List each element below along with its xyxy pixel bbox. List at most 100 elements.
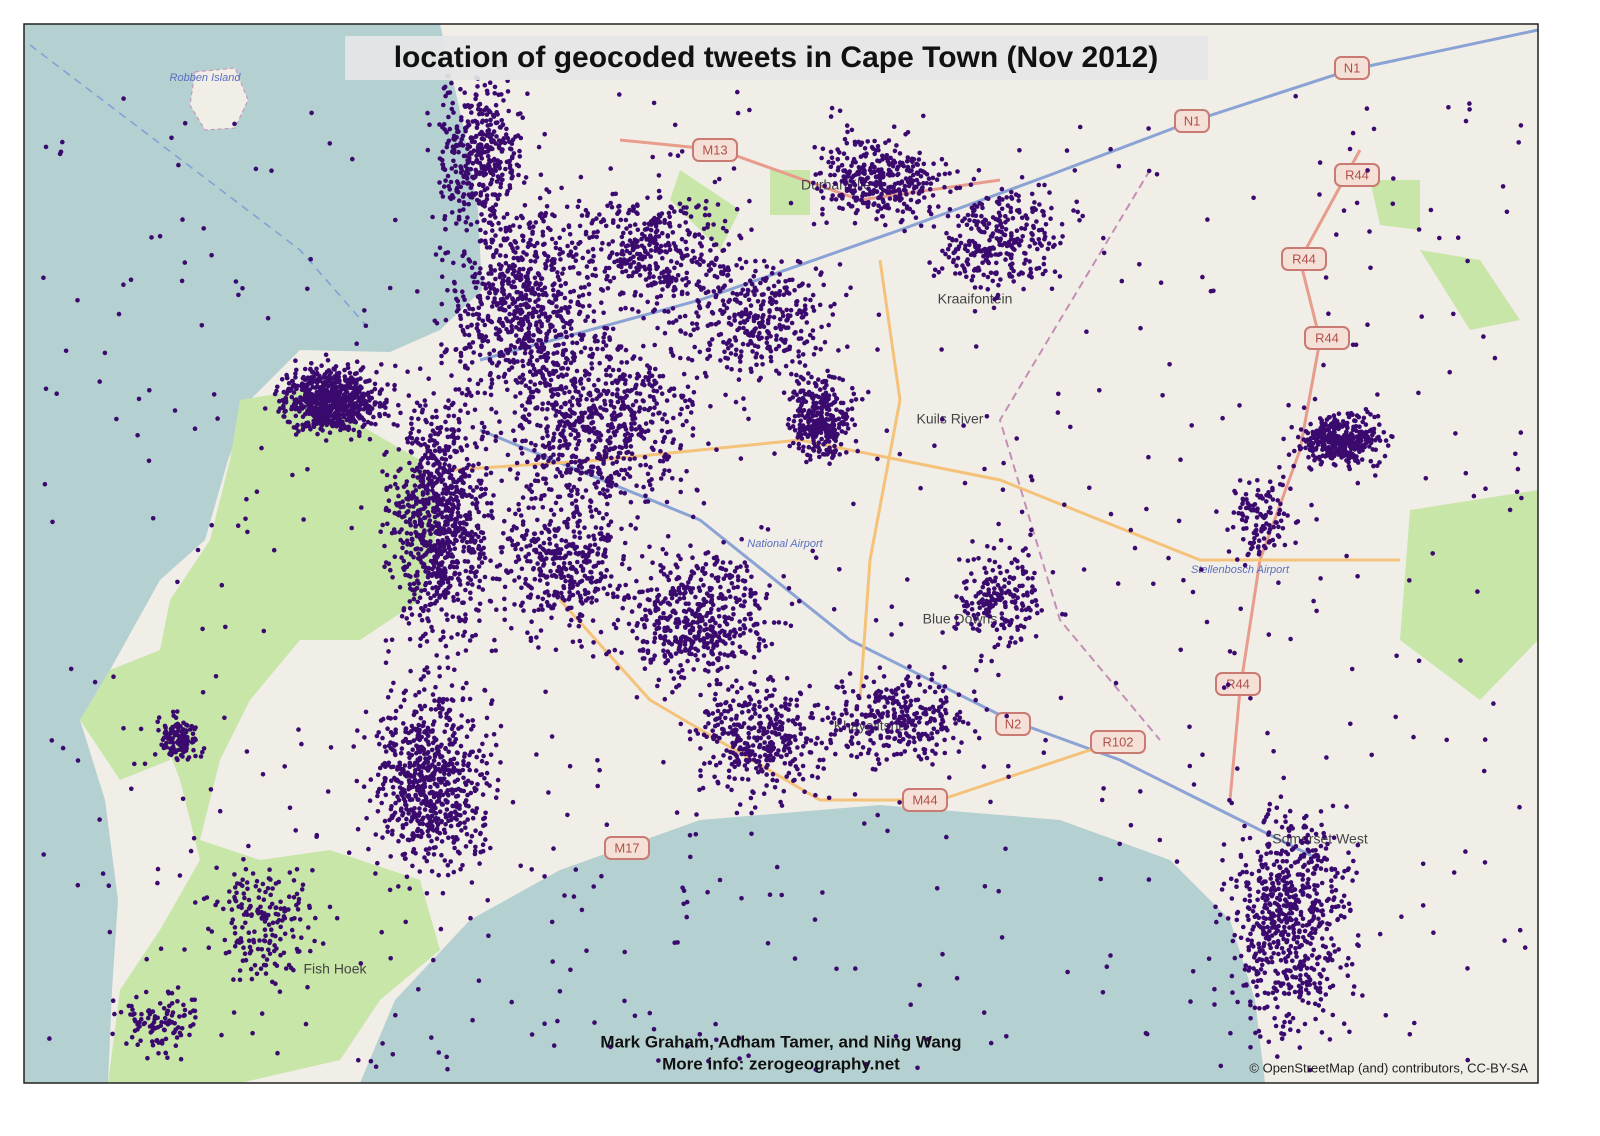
tweet-dot xyxy=(676,619,681,625)
tweet-dot xyxy=(646,370,652,376)
tweet-dot xyxy=(521,266,526,272)
tweet-dot xyxy=(423,403,428,408)
tweet-dot xyxy=(458,520,463,526)
tweet-dot xyxy=(545,318,551,323)
tweet-dot xyxy=(294,367,299,373)
tweet-dot xyxy=(680,422,686,428)
tweet-dot xyxy=(505,89,511,94)
tweet-dot xyxy=(493,410,499,415)
tweet-dot xyxy=(752,598,758,604)
tweet-dot xyxy=(293,425,299,430)
tweet-dot xyxy=(614,469,620,475)
tweet-dot xyxy=(487,80,493,85)
tweet-dot xyxy=(458,469,463,474)
tweet-dot xyxy=(460,327,466,333)
tweet-dot xyxy=(1003,213,1008,219)
tweet-dot xyxy=(447,565,453,570)
tweet-dot xyxy=(489,508,494,514)
tweet-dot xyxy=(355,394,361,400)
tweet-dot xyxy=(656,592,662,598)
tweet-dot xyxy=(511,312,517,317)
tweet-dot xyxy=(331,384,337,390)
tweet-dot xyxy=(1014,228,1020,233)
tweet-dot xyxy=(464,176,470,181)
tweet-dot xyxy=(551,310,556,315)
tweet-dot xyxy=(589,464,595,470)
tweet-dot xyxy=(840,377,846,383)
tweet-dot xyxy=(482,574,488,580)
tweet-dot xyxy=(649,587,654,593)
tweet-dot xyxy=(654,401,659,406)
tweet-dot xyxy=(660,547,666,552)
tweet-dot xyxy=(458,582,463,587)
road-shield xyxy=(902,788,948,812)
tweet-dot xyxy=(505,236,510,241)
tweet-dot xyxy=(458,350,464,356)
tweet-dot xyxy=(616,378,621,383)
tweet-dot xyxy=(473,272,478,277)
tweet-dot xyxy=(322,391,327,396)
tweet-dot xyxy=(505,350,511,356)
tweet-dot xyxy=(405,439,411,445)
tweet-dot xyxy=(291,390,297,395)
tweet-dot xyxy=(491,129,497,134)
tweet-dot xyxy=(1036,237,1042,242)
tweet-dot xyxy=(463,568,469,574)
tweet-dot xyxy=(430,628,435,634)
tweet-dot xyxy=(586,406,592,411)
tweet-dot xyxy=(496,220,501,226)
tweet-dot xyxy=(488,213,493,218)
tweet-dot xyxy=(834,407,839,413)
tweet-dot xyxy=(655,683,660,689)
tweet-dot xyxy=(400,514,405,520)
tweet-dot xyxy=(446,114,451,120)
tweet-dot xyxy=(970,274,976,279)
tweet-dot xyxy=(629,387,634,393)
tweet-dot xyxy=(972,285,978,290)
tweet-dot xyxy=(634,635,640,641)
tweet-dot xyxy=(972,240,978,246)
tweet-dot xyxy=(454,221,459,226)
tweet-dot xyxy=(559,419,565,424)
tweet-dot xyxy=(464,392,469,398)
tweet-dot xyxy=(688,543,693,548)
tweet-dot xyxy=(969,278,975,283)
tweet-dot xyxy=(484,245,490,250)
tweet-dot xyxy=(446,527,452,532)
tweet-dot xyxy=(474,485,480,490)
tweet-dot xyxy=(443,643,449,649)
tweet-dot xyxy=(310,369,316,375)
tweet-dot xyxy=(361,417,367,423)
tweet-dot xyxy=(649,487,655,492)
tweet-dot xyxy=(497,253,503,258)
tweet-dot xyxy=(415,511,421,517)
tweet-dot xyxy=(997,218,1002,223)
tweet-dot xyxy=(505,269,510,274)
tweet-dot xyxy=(459,117,464,123)
tweet-dot xyxy=(533,372,539,377)
tweet-dot xyxy=(720,560,726,565)
tweet-dot xyxy=(310,385,316,390)
tweet-dot xyxy=(483,446,489,452)
tweet-dot xyxy=(449,373,454,378)
tweet-dot xyxy=(466,257,472,262)
tweet-dot xyxy=(463,436,468,441)
tweet-dot xyxy=(611,405,617,410)
tweet-dot xyxy=(953,271,958,276)
tweet-dot xyxy=(515,245,520,250)
tweet-dot xyxy=(520,358,525,364)
tweet-dot xyxy=(666,454,672,460)
tweet-dot xyxy=(972,218,977,224)
tweet-dot xyxy=(319,363,324,369)
tweet-dot xyxy=(432,514,438,520)
tweet-dot xyxy=(468,135,474,140)
tweet-dot xyxy=(578,393,584,399)
tweet-dot xyxy=(849,398,854,404)
false-bay xyxy=(360,805,1265,1083)
tweet-dot xyxy=(637,602,643,608)
tweet-dot xyxy=(465,215,470,220)
tweet-dot xyxy=(464,465,470,471)
tweet-dot xyxy=(702,667,708,673)
tweet-dot xyxy=(347,370,353,376)
tweet-dot xyxy=(601,388,607,394)
